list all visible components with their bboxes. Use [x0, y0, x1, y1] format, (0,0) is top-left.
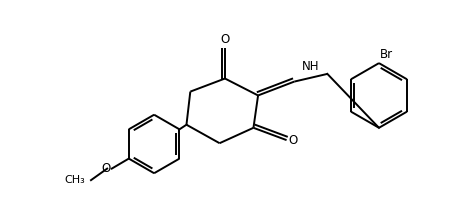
Text: O: O — [220, 33, 230, 46]
Text: O: O — [288, 134, 297, 147]
Text: Br: Br — [380, 48, 393, 61]
Text: CH₃: CH₃ — [65, 175, 86, 185]
Text: O: O — [102, 162, 111, 175]
Text: NH: NH — [302, 60, 320, 73]
